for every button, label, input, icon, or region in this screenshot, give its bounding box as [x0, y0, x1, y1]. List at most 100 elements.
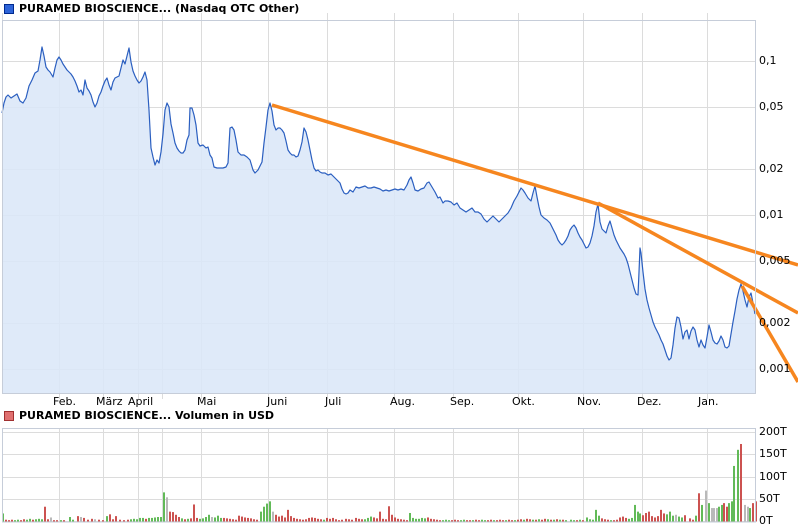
volume-bar	[367, 517, 369, 522]
volume-bar	[123, 520, 125, 522]
volume-bar	[631, 517, 633, 522]
volume-bar	[376, 518, 378, 522]
volume-bar	[275, 514, 277, 522]
volume-bar	[370, 516, 372, 522]
volume-bar	[628, 518, 630, 522]
volume-bar	[749, 508, 751, 522]
volume-bar	[601, 518, 603, 522]
price-chart-title: PURAMED BIOSCIENCE... (Nasdaq OTC Other)	[19, 2, 300, 15]
volume-bar	[582, 520, 584, 522]
volume-bar	[490, 519, 492, 522]
volume-bar	[454, 519, 456, 522]
volume-bar	[166, 497, 168, 522]
volume-bar	[348, 519, 350, 522]
volume-bar	[625, 517, 627, 522]
volume-bar	[424, 518, 426, 522]
volume-bar	[421, 517, 423, 522]
volume-bar	[244, 517, 246, 522]
volume-bar	[169, 511, 171, 522]
volume-bar	[666, 514, 668, 522]
volume-bar	[94, 519, 96, 522]
volume-bar	[199, 518, 201, 522]
volume-bar	[478, 520, 480, 522]
volume-bar	[23, 519, 25, 522]
volume-bar	[663, 513, 665, 522]
volume-bar	[332, 517, 334, 522]
volume-bar	[639, 513, 641, 522]
volume-bar	[311, 517, 313, 522]
volume-bar	[418, 518, 420, 522]
volume-bar	[317, 518, 319, 522]
volume-bar	[705, 490, 707, 522]
volume-chart-header: PURAMED BIOSCIENCE... Volumen in USD	[4, 409, 274, 422]
volume-bar	[747, 506, 749, 522]
volume-bar	[576, 520, 578, 522]
volume-bar	[385, 519, 387, 522]
volume-bar	[296, 518, 298, 522]
volume-bar	[190, 518, 192, 522]
volume-bar	[112, 519, 114, 522]
volume-bar	[607, 519, 609, 522]
volume-bar	[493, 520, 495, 522]
volume-bar	[63, 520, 65, 522]
volume-bar	[193, 504, 195, 522]
volume-bar	[463, 519, 465, 522]
volume-bar	[5, 519, 7, 522]
volume-bar	[232, 519, 234, 522]
volume-bar	[269, 501, 271, 522]
volume-bar	[53, 520, 55, 522]
volume-bar	[541, 519, 543, 522]
volume-bar	[388, 506, 390, 522]
volume-bar	[672, 515, 674, 522]
volume-bar	[397, 518, 399, 522]
volume-bar	[499, 519, 501, 522]
volume-bar	[689, 518, 691, 522]
volume-bar	[728, 503, 730, 522]
volume-bar	[412, 517, 414, 522]
volume-bar	[38, 518, 40, 522]
volume-bar	[723, 503, 725, 522]
volume-bar	[338, 520, 340, 522]
volume-bar	[139, 517, 141, 522]
volume-bar	[731, 501, 733, 522]
volume-bar	[619, 517, 621, 522]
volume-bar	[433, 519, 435, 522]
volume-bar	[287, 509, 289, 522]
volume-bar	[698, 493, 700, 522]
volume-bar	[35, 519, 37, 522]
volume-bar	[613, 520, 615, 522]
volume-bar	[178, 517, 180, 522]
volume-bar	[355, 517, 357, 522]
volume-bar	[44, 506, 46, 522]
volume-bar	[211, 517, 213, 522]
volume-bar	[109, 514, 111, 522]
volume-bar	[293, 517, 295, 522]
volume-bar	[660, 509, 662, 522]
volume-bar	[403, 519, 405, 522]
volume-bar	[314, 517, 316, 522]
volume-bar	[202, 518, 204, 522]
volume-bar	[83, 517, 85, 522]
volume-bar	[127, 519, 129, 522]
volume-bar	[675, 514, 677, 522]
volume-bar	[648, 511, 650, 522]
volume-bar	[115, 516, 117, 522]
volume-bar	[148, 517, 150, 522]
volume-bar	[361, 519, 363, 522]
volume-bar	[475, 519, 477, 522]
volume-bar	[570, 519, 572, 522]
volume-bar	[598, 515, 600, 522]
price-line	[1, 46, 756, 361]
volume-bar	[466, 520, 468, 522]
volume-bar	[323, 519, 325, 522]
volume-bar	[241, 516, 243, 522]
volume-bar	[616, 519, 618, 522]
volume-bar	[514, 520, 516, 522]
volume-bar	[669, 511, 671, 522]
volume-bar	[226, 518, 228, 522]
volume-bar	[713, 508, 715, 522]
price-area	[2, 47, 755, 393]
volume-bar	[634, 504, 636, 522]
volume-bar	[20, 520, 22, 522]
